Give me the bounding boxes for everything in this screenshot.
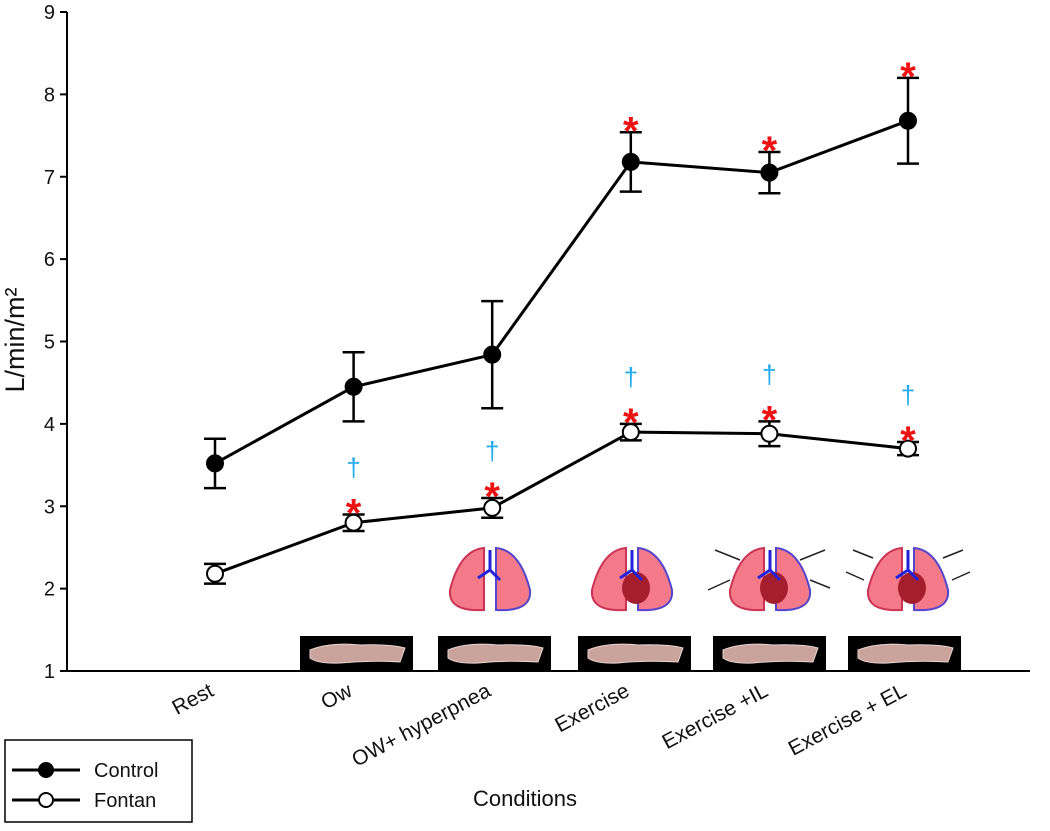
data-point	[483, 345, 502, 364]
data-point	[899, 111, 917, 130]
x-tick-label: Ow	[317, 679, 356, 714]
significance-marker: *	[900, 419, 916, 463]
significance-marker: †	[901, 380, 915, 410]
x-axis-label: Conditions	[473, 786, 577, 811]
legend-marker	[38, 792, 54, 808]
x-tick-label: Exercise + EL	[785, 679, 911, 760]
y-tick-label: 8	[44, 84, 55, 106]
significance-marker: *	[346, 491, 362, 535]
data-point	[760, 163, 779, 182]
y-tick-label: 6	[44, 249, 55, 271]
data-point	[206, 454, 224, 473]
data-point	[899, 439, 917, 458]
legend-label: Fontan	[94, 790, 156, 812]
data-point	[344, 377, 363, 396]
significance-marker: †	[346, 452, 360, 482]
muscle-icons	[300, 636, 961, 670]
data-point	[483, 498, 502, 517]
significance-marker: *	[484, 475, 500, 519]
series-line	[214, 119, 909, 465]
significance-marker: †	[485, 436, 499, 466]
data-point	[206, 564, 224, 583]
significance-marker: †	[762, 359, 776, 389]
significance-marker: *	[762, 398, 778, 442]
y-axis-label: L/min/m²	[0, 287, 30, 392]
x-tick-label: Rest	[168, 679, 217, 720]
lung-icons	[448, 546, 971, 612]
y-tick-label: 7	[44, 167, 55, 189]
y-tick-label: 2	[44, 579, 55, 601]
significance-marker: †	[624, 362, 638, 392]
data-point	[344, 513, 363, 532]
significance-marker: *	[623, 401, 639, 445]
series-line	[214, 430, 909, 576]
y-tick-label: 1	[44, 661, 55, 683]
legend-label: Control	[94, 760, 158, 782]
significance-marker: *	[900, 55, 916, 99]
y-tick-label: 5	[44, 332, 55, 354]
legend-box	[4, 739, 193, 823]
data-point	[621, 152, 640, 171]
significance-marker: *	[762, 129, 778, 173]
y-tick-label: 4	[44, 414, 55, 436]
data-point	[760, 424, 779, 443]
legend-marker	[38, 762, 54, 778]
x-tick-label: Exercise	[551, 679, 633, 737]
y-tick-label: 9	[44, 2, 55, 24]
significance-marker: *	[623, 109, 639, 153]
x-tick-label: Exercise +IL	[658, 679, 771, 754]
y-tick-label: 3	[44, 496, 55, 518]
x-tick-label: OW+ hyperpnea	[348, 679, 495, 772]
data-point	[621, 423, 640, 442]
